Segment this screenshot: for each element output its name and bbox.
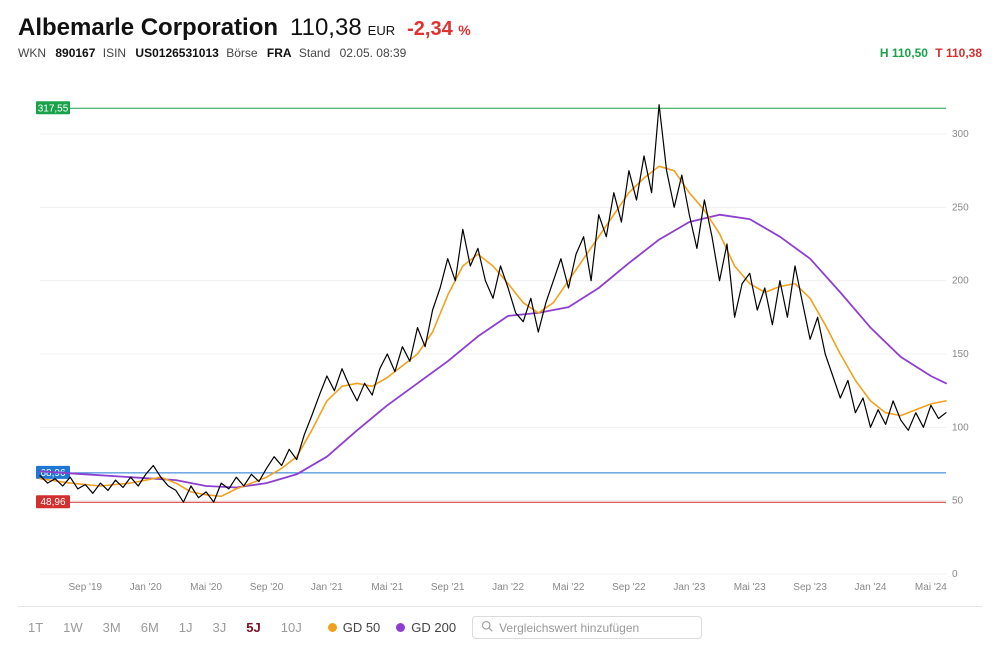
svg-text:300: 300 — [952, 129, 969, 140]
day-high: 110,50 — [892, 46, 928, 60]
compare-placeholder: Vergleichswert hinzufügen — [499, 621, 639, 635]
svg-text:Jan '22: Jan '22 — [492, 582, 524, 593]
company-name: Albemarle Corporation — [18, 14, 278, 42]
timestamp-label: Stand — [299, 46, 330, 60]
subheader: WKN 890167 ISIN US0126531013 Börse FRA S… — [18, 46, 982, 60]
svg-text:Mai '20: Mai '20 — [190, 582, 222, 593]
current-price: 110,38 — [290, 14, 362, 42]
svg-text:250: 250 — [952, 202, 969, 213]
isin-value: US0126531013 — [135, 46, 218, 60]
svg-text:150: 150 — [952, 349, 969, 360]
stock-chart-widget: Albemarle Corporation 110,38 EUR -2,34 %… — [0, 0, 1000, 652]
price-change: -2,34 % — [407, 18, 471, 41]
svg-text:Mai '21: Mai '21 — [371, 582, 403, 593]
change-value: -2,34 — [407, 18, 453, 40]
day-low: 110,38 — [946, 46, 982, 60]
instrument-meta: WKN 890167 ISIN US0126531013 Börse FRA S… — [18, 46, 412, 60]
isin-label: ISIN — [103, 46, 126, 60]
svg-text:Mai '23: Mai '23 — [734, 582, 766, 593]
svg-text:50: 50 — [952, 496, 964, 507]
header: Albemarle Corporation 110,38 EUR -2,34 % — [18, 14, 982, 42]
svg-text:Sep '21: Sep '21 — [431, 582, 465, 593]
exchange-label: Börse — [226, 46, 257, 60]
compare-input[interactable]: Vergleichswert hinzufügen — [472, 616, 702, 639]
search-icon — [481, 620, 493, 635]
change-suffix: % — [458, 22, 470, 38]
exchange-value: FRA — [267, 46, 292, 60]
range-1w[interactable]: 1W — [53, 616, 93, 639]
day-low-label: T — [935, 46, 942, 60]
svg-text:Mai '22: Mai '22 — [553, 582, 585, 593]
range-3j[interactable]: 3J — [203, 616, 237, 639]
time-range-selector: 1T1W3M6M1J3J5J10J — [18, 616, 312, 639]
range-6m[interactable]: 6M — [131, 616, 169, 639]
day-range: H 110,50 T 110,38 — [880, 46, 982, 60]
svg-text:200: 200 — [952, 276, 969, 287]
price-chart-svg: 0 50 100 150 200 250 300 Sep '19 Jan '20 Mai '20 S… — [18, 72, 982, 606]
wkn-value: 890167 — [55, 46, 95, 60]
range-1t[interactable]: 1T — [18, 616, 53, 639]
gd200-label: GD 200 — [411, 620, 456, 635]
day-high-label: H — [880, 46, 889, 60]
gd50-dot — [328, 623, 337, 632]
range-3m[interactable]: 3M — [93, 616, 131, 639]
svg-text:Jan '21: Jan '21 — [311, 582, 343, 593]
range-1j[interactable]: 1J — [169, 616, 203, 639]
wkn-label: WKN — [18, 46, 46, 60]
svg-text:Jan '24: Jan '24 — [855, 582, 887, 593]
svg-text:0: 0 — [952, 569, 958, 580]
gd50-label: GD 50 — [343, 620, 381, 635]
svg-text:100: 100 — [952, 422, 969, 433]
svg-text:Mai '24: Mai '24 — [915, 582, 947, 593]
svg-text:317,55: 317,55 — [38, 103, 69, 114]
svg-text:Sep '20: Sep '20 — [250, 582, 284, 593]
gd200-dot — [396, 623, 405, 632]
range-5j[interactable]: 5J — [236, 616, 270, 639]
timestamp-value: 02.05. 08:39 — [340, 46, 407, 60]
svg-text:Sep '22: Sep '22 — [612, 582, 646, 593]
chart-area[interactable]: 0 50 100 150 200 250 300 Sep '19 Jan '20 Mai '20 S… — [18, 72, 982, 606]
svg-text:Jan '23: Jan '23 — [673, 582, 705, 593]
svg-text:48,96: 48,96 — [40, 497, 65, 508]
svg-text:Jan '20: Jan '20 — [130, 582, 162, 593]
chart-footer: 1T1W3M6M1J3J5J10J GD 50 GD 200 Vergleich… — [18, 606, 982, 642]
svg-text:Sep '23: Sep '23 — [793, 582, 827, 593]
svg-text:Sep '19: Sep '19 — [68, 582, 102, 593]
range-10j[interactable]: 10J — [271, 616, 312, 639]
currency: EUR — [368, 23, 395, 38]
